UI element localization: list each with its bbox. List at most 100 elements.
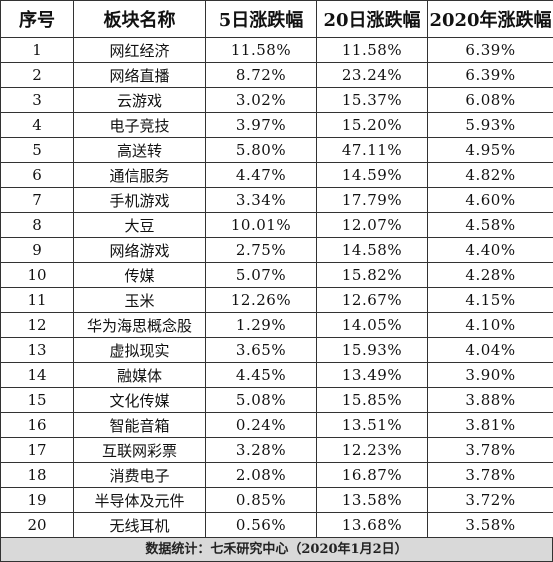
change-2020: 6.39% bbox=[427, 62, 553, 88]
row-index: 6 bbox=[0, 162, 74, 188]
change-20day: 13.58% bbox=[316, 487, 428, 513]
data-source-footer: 数据统计：七禾研究中心（2020年1月2日） bbox=[0, 537, 553, 562]
table-row: 19 半导体及元件 0.85% 13.58% 3.72% bbox=[0, 487, 553, 513]
row-index: 19 bbox=[0, 487, 74, 513]
change-2020: 4.04% bbox=[427, 337, 553, 363]
change-5day: 3.02% bbox=[205, 87, 317, 113]
change-5day: 10.01% bbox=[205, 212, 317, 238]
change-20day: 15.20% bbox=[316, 112, 428, 138]
table-row: 6 通信服务 4.47% 14.59% 4.82% bbox=[0, 162, 553, 188]
header-sector-name: 板块名称 bbox=[73, 0, 206, 38]
change-20day: 14.58% bbox=[316, 237, 428, 263]
row-index: 12 bbox=[0, 312, 74, 338]
table-row: 4 电子竞技 3.97% 15.20% 5.93% bbox=[0, 112, 553, 138]
change-20day: 11.58% bbox=[316, 37, 428, 63]
table-row: 10 传媒 5.07% 15.82% 4.28% bbox=[0, 262, 553, 288]
change-20day: 14.05% bbox=[316, 312, 428, 338]
change-5day: 8.72% bbox=[205, 62, 317, 88]
table-row: 15 文化传媒 5.08% 15.85% 3.88% bbox=[0, 387, 553, 413]
change-5day: 2.75% bbox=[205, 237, 317, 263]
header-row: 序号 板块名称 5日涨跌幅 20日涨跌幅 2020年涨跌幅 bbox=[0, 0, 553, 38]
change-5day: 5.08% bbox=[205, 387, 317, 413]
row-index: 17 bbox=[0, 437, 74, 463]
sector-name: 通信服务 bbox=[73, 162, 206, 188]
sector-performance-table: 序号 板块名称 5日涨跌幅 20日涨跌幅 2020年涨跌幅 1 网红经济 11.58… bbox=[0, 0, 553, 538]
change-5day: 5.80% bbox=[205, 137, 317, 163]
change-2020: 4.28% bbox=[427, 262, 553, 288]
row-index: 10 bbox=[0, 262, 74, 288]
change-5day: 2.08% bbox=[205, 462, 317, 488]
sector-name: 互联网彩票 bbox=[73, 437, 206, 463]
sector-name: 玉米 bbox=[73, 287, 206, 313]
change-20day: 12.23% bbox=[316, 437, 428, 463]
change-20day: 23.24% bbox=[316, 62, 428, 88]
row-index: 5 bbox=[0, 137, 74, 163]
row-index: 14 bbox=[0, 362, 74, 388]
change-5day: 1.29% bbox=[205, 312, 317, 338]
table-row: 16 智能音箱 0.24% 13.51% 3.81% bbox=[0, 412, 553, 438]
sector-name: 网红经济 bbox=[73, 37, 206, 63]
change-5day: 0.85% bbox=[205, 487, 317, 513]
change-5day: 4.45% bbox=[205, 362, 317, 388]
table-row: 13 虚拟现实 3.65% 15.93% 4.04% bbox=[0, 337, 553, 363]
change-2020: 4.60% bbox=[427, 187, 553, 213]
change-5day: 0.56% bbox=[205, 512, 317, 538]
table-row: 9 网络游戏 2.75% 14.58% 4.40% bbox=[0, 237, 553, 263]
change-20day: 14.59% bbox=[316, 162, 428, 188]
table-row: 1 网红经济 11.58% 11.58% 6.39% bbox=[0, 37, 553, 63]
change-5day: 0.24% bbox=[205, 412, 317, 438]
row-index: 15 bbox=[0, 387, 74, 413]
sector-name: 消费电子 bbox=[73, 462, 206, 488]
sector-name: 虚拟现实 bbox=[73, 337, 206, 363]
change-5day: 3.65% bbox=[205, 337, 317, 363]
sector-name: 电子竞技 bbox=[73, 112, 206, 138]
change-5day: 5.07% bbox=[205, 262, 317, 288]
sector-name: 手机游戏 bbox=[73, 187, 206, 213]
header-5day-change: 5日涨跌幅 bbox=[205, 0, 317, 38]
change-2020: 3.72% bbox=[427, 487, 553, 513]
row-index: 7 bbox=[0, 187, 74, 213]
change-2020: 3.90% bbox=[427, 362, 553, 388]
sector-name: 文化传媒 bbox=[73, 387, 206, 413]
change-2020: 4.15% bbox=[427, 287, 553, 313]
sector-name: 传媒 bbox=[73, 262, 206, 288]
change-20day: 16.87% bbox=[316, 462, 428, 488]
row-index: 11 bbox=[0, 287, 74, 313]
change-2020: 6.08% bbox=[427, 87, 553, 113]
change-20day: 15.93% bbox=[316, 337, 428, 363]
change-2020: 4.58% bbox=[427, 212, 553, 238]
change-2020: 6.39% bbox=[427, 37, 553, 63]
change-5day: 12.26% bbox=[205, 287, 317, 313]
header-20day-change: 20日涨跌幅 bbox=[316, 0, 428, 38]
row-index: 2 bbox=[0, 62, 74, 88]
sector-name: 云游戏 bbox=[73, 87, 206, 113]
change-20day: 13.49% bbox=[316, 362, 428, 388]
change-5day: 3.97% bbox=[205, 112, 317, 138]
row-index: 16 bbox=[0, 412, 74, 438]
row-index: 13 bbox=[0, 337, 74, 363]
change-20day: 12.07% bbox=[316, 212, 428, 238]
row-index: 4 bbox=[0, 112, 74, 138]
change-20day: 15.37% bbox=[316, 87, 428, 113]
sector-name: 智能音箱 bbox=[73, 412, 206, 438]
sector-name: 半导体及元件 bbox=[73, 487, 206, 513]
change-20day: 15.82% bbox=[316, 262, 428, 288]
table-row: 7 手机游戏 3.34% 17.79% 4.60% bbox=[0, 187, 553, 213]
change-2020: 3.88% bbox=[427, 387, 553, 413]
change-2020: 3.58% bbox=[427, 512, 553, 538]
header-2020-change: 2020年涨跌幅 bbox=[427, 0, 553, 38]
sector-name: 高送转 bbox=[73, 137, 206, 163]
change-5day: 4.47% bbox=[205, 162, 317, 188]
change-20day: 47.11% bbox=[316, 137, 428, 163]
change-20day: 13.68% bbox=[316, 512, 428, 538]
table-row: 18 消费电子 2.08% 16.87% 3.78% bbox=[0, 462, 553, 488]
change-5day: 11.58% bbox=[205, 37, 317, 63]
table-body: 1 网红经济 11.58% 11.58% 6.39% 2 网络直播 8.72% 23.24% 6.… bbox=[0, 37, 553, 538]
sector-name: 华为海思概念股 bbox=[73, 312, 206, 338]
change-2020: 3.78% bbox=[427, 462, 553, 488]
table-row: 12 华为海思概念股 1.29% 14.05% 4.10% bbox=[0, 312, 553, 338]
row-index: 18 bbox=[0, 462, 74, 488]
change-2020: 4.40% bbox=[427, 237, 553, 263]
row-index: 20 bbox=[0, 512, 74, 538]
